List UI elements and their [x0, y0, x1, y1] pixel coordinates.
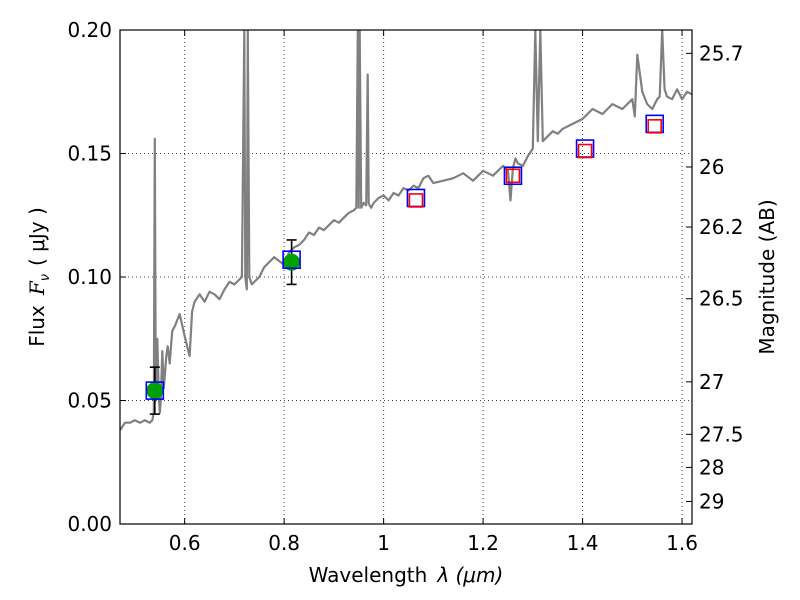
x-tick-label: 0.8 [268, 531, 300, 555]
y-axis-label: FluxFν( μJy ) [25, 207, 53, 347]
model-photometry-square [282, 250, 301, 270]
y-tick-label: 0.20 [67, 18, 112, 42]
upper-limit-square [647, 119, 662, 134]
x-tick-label: 1 [377, 531, 390, 555]
y-tick-label: 0.10 [67, 265, 112, 289]
x-tick-label: 1.4 [567, 531, 599, 555]
right-tick-label: 26.2 [699, 215, 744, 239]
y-tick-label: 0.05 [67, 389, 112, 413]
spectrum-line [120, 30, 692, 431]
x-axis-label: Wavelength λ (μm) [309, 563, 504, 587]
right-tick-label: 29 [699, 489, 724, 513]
upper-limit-square [408, 193, 424, 208]
plot-frame [119, 29, 693, 525]
axis-ticks: 0.6 0.8 1 1.2 1.4 1.6 0.00 0.05 0.10 0.15 0.20 25.7… [67, 18, 743, 555]
upper-limit-square [577, 143, 593, 159]
x-tick-label: 1.2 [467, 531, 499, 555]
y-tick-label: 0.15 [67, 142, 112, 166]
grid-lines [120, 30, 692, 524]
right-tick-label: 27.5 [699, 422, 744, 446]
x-tick-label: 0.6 [169, 531, 201, 555]
model-photometry-square [503, 166, 523, 186]
x-tick-label: 1.6 [666, 531, 698, 555]
right-tick-label: 26 [699, 155, 724, 179]
observed-point [146, 382, 164, 400]
model-photometry-square [145, 381, 165, 400]
upper-limit-square [505, 168, 521, 184]
right-axis-label: Magnitude (AB) [755, 199, 779, 354]
y-tick-label: 0.00 [67, 512, 112, 536]
right-tick-label: 25.7 [699, 41, 744, 65]
right-tick-label: 26.5 [699, 287, 744, 311]
right-tick-label: 27 [699, 370, 724, 394]
right-tick-label: 28 [699, 455, 724, 479]
plot-area [120, 30, 692, 431]
